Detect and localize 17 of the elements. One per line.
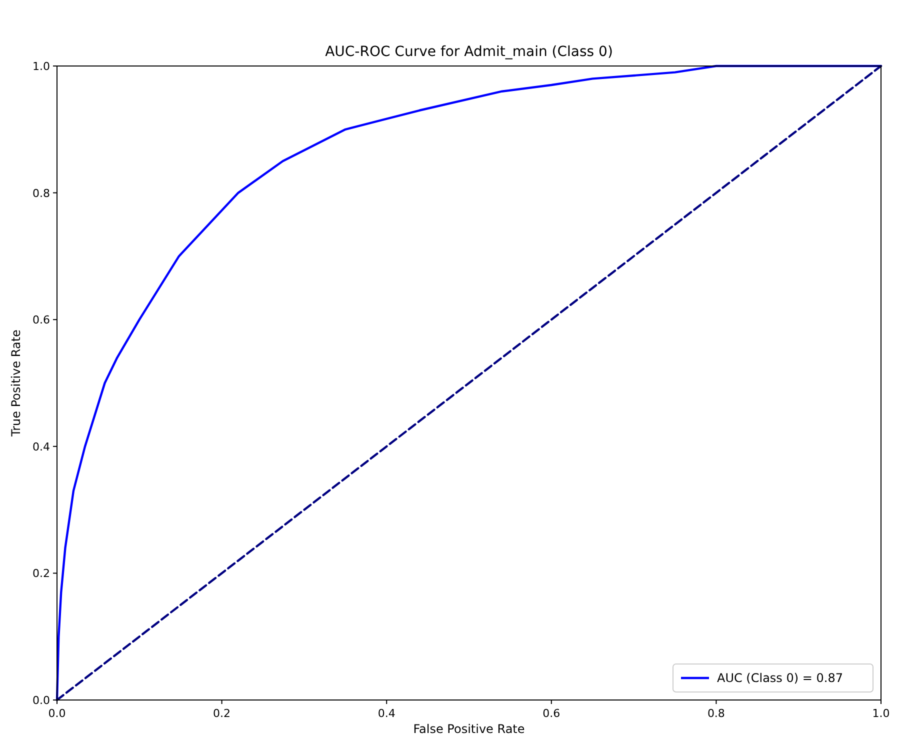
x-tick-label: 0.8 xyxy=(707,707,725,720)
chart-title: AUC-ROC Curve for Admit_main (Class 0) xyxy=(325,44,613,60)
x-axis-title: False Positive Rate xyxy=(413,722,525,736)
y-axis-title: True Positive Rate xyxy=(9,330,23,438)
y-tick-label: 1.0 xyxy=(32,60,50,73)
y-tick-label: 0.0 xyxy=(32,694,50,707)
y-tick-label: 0.4 xyxy=(32,440,50,454)
y-tick-label: 0.6 xyxy=(32,314,50,327)
legend-label: AUC (Class 0) = 0.87 xyxy=(717,671,843,685)
x-tick-label: 0.0 xyxy=(48,707,66,720)
line-series xyxy=(56,64,882,702)
x-tick-label: 1.0 xyxy=(872,707,890,720)
x-tick-label: 0.6 xyxy=(542,707,560,720)
x-tick-label: 0.4 xyxy=(378,707,396,720)
x-tick-label: 0.2 xyxy=(213,707,231,720)
y-tick-label: 0.8 xyxy=(32,186,50,200)
y-tick-label: 0.2 xyxy=(32,567,50,580)
